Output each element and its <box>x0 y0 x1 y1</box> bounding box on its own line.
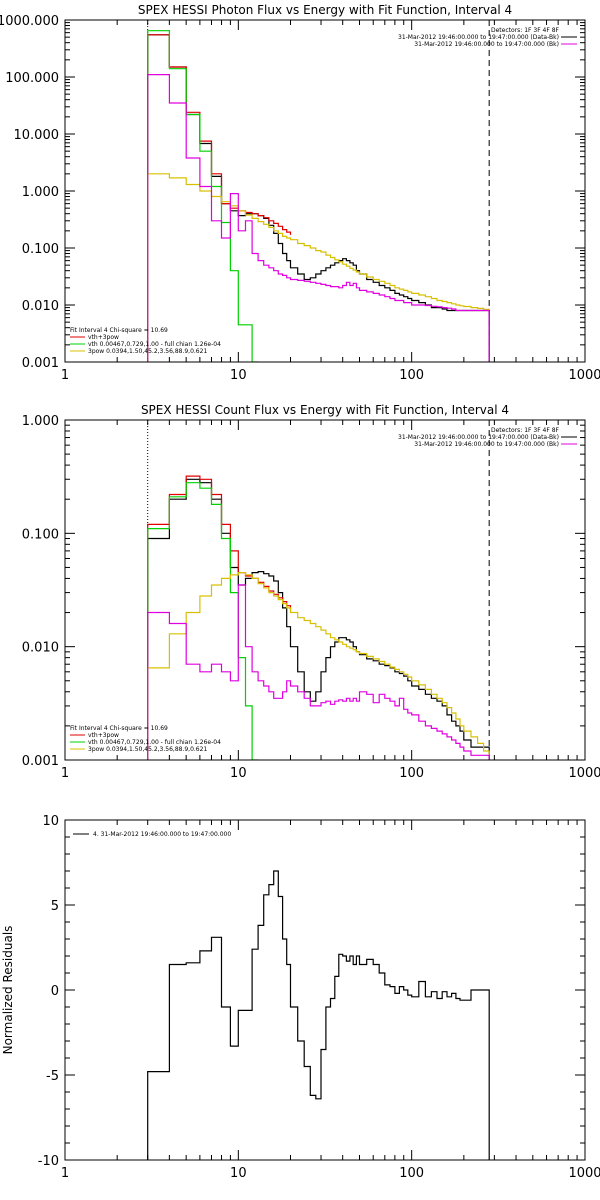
x-tick-label: 1000 <box>568 1166 600 1181</box>
series-line-3 <box>147 482 259 760</box>
legend-bottom-left-text: Fit Interval 4 Chi-square = 10.69 <box>70 725 168 732</box>
legend-bottom-left-text: 3pow 0.0394,1.50,45.2,3.56,88.9,0.621 <box>88 348 207 355</box>
panel-2: SPEX HESSI Count Flux vs Energy with Fit… <box>22 403 600 781</box>
x-tick-label: 10 <box>230 368 247 383</box>
legend-top-right-text: 31-Mar-2012 19:46:00.000 to 19:47:00.000… <box>414 441 559 448</box>
panel-3: Normalized Residuals 1 10 100 1000 -10 -5 0 5 10 4… <box>1 814 600 1181</box>
legend-bottom-left-text: 3pow 0.0394,1.50,45.2,3.56,88.9,0.621 <box>88 746 207 753</box>
x-tick-label: 1 <box>61 766 69 781</box>
x-tick-label: 10 <box>230 1166 247 1181</box>
y-tick-label: -5 <box>46 1069 59 1084</box>
legend-bottom-left-text: Fit Interval 4 Chi-square = 10.69 <box>70 327 168 334</box>
y-axis-label: Normalized Residuals <box>1 926 15 1055</box>
series-group <box>147 475 490 760</box>
series-line-3 <box>147 30 259 362</box>
series-line-5 <box>147 584 490 760</box>
legend-bottom-left-text: vth+3pow <box>88 732 119 739</box>
series-line-4 <box>147 572 490 760</box>
legend-top-right-text: Detectors: 1F 3F 4F 8F <box>491 27 560 34</box>
x-tick-label: 100 <box>399 1166 424 1181</box>
y-tick-label: 100.000 <box>5 71 59 86</box>
y-tick-label: 0.100 <box>22 527 59 542</box>
series-line-1 <box>147 870 490 1160</box>
y-tick-label: 1.000 <box>22 414 59 429</box>
y-tick-label: -10 <box>38 1154 59 1169</box>
plot-frame <box>64 19 586 363</box>
x-tick-label: 1 <box>61 1166 69 1181</box>
y-tick-label: 0 <box>51 984 59 999</box>
y-tick-label: 10 <box>42 814 59 829</box>
y-tick-label: 0.100 <box>22 242 59 257</box>
legend-top-left-text: 4. 31-Mar-2012 19:46:00.000 to 19:47:00.… <box>93 831 231 838</box>
series-line-2 <box>147 475 292 760</box>
series-group <box>147 870 490 1160</box>
legend-top-right-text: Detectors: 1F 3F 4F 8F <box>491 427 560 434</box>
chart-title: SPEX HESSI Photon Flux vs Energy with Fi… <box>138 3 512 17</box>
x-tick-label: 1000 <box>568 368 600 383</box>
x-tick-label: 100 <box>399 368 424 383</box>
legend-bottom-left-text: vth+3pow <box>88 334 119 341</box>
legend-top-right-text: 31-Mar-2012 19:46:00.000 to 19:47:00.000… <box>414 41 559 48</box>
x-tick-label: 100 <box>399 766 424 781</box>
y-tick-label: 5 <box>51 899 59 914</box>
y-tick-label: 0.001 <box>22 356 59 371</box>
x-tick-label: 10 <box>230 766 247 781</box>
series-line-1 <box>147 34 490 362</box>
y-tick-label: 0.010 <box>22 299 59 314</box>
panel-1: SPEX HESSI Photon Flux vs Energy with Fi… <box>0 3 600 383</box>
plot-frame <box>64 819 586 1161</box>
y-tick-label: 1000.000 <box>0 14 59 29</box>
series-line-5 <box>147 74 490 362</box>
legend-top-right-text: 31-Mar-2012 19:46:00.000 to 19:47:00.000… <box>398 34 559 41</box>
legend-bottom-left-text: vth 0.00467,0.729,1.00 - full chian 1.26… <box>88 739 221 746</box>
series-line-1 <box>147 478 490 760</box>
y-tick-label: 0.001 <box>22 754 59 769</box>
chart-title: SPEX HESSI Count Flux vs Energy with Fit… <box>141 403 509 417</box>
y-tick-label: 10.000 <box>14 128 60 143</box>
series-group <box>147 30 490 362</box>
x-tick-label: 1000 <box>568 766 600 781</box>
y-tick-label: 1.000 <box>22 185 59 200</box>
x-tick-label: 1 <box>61 368 69 383</box>
legend-bottom-left-text: vth 0.00467,0.729,1.00 - full chian 1.26… <box>88 341 221 348</box>
y-tick-label: 0.010 <box>22 641 59 656</box>
legend-top-right-text: 31-Mar-2012 19:46:00.000 to 19:47:00.000… <box>398 434 559 441</box>
plot-frame <box>64 419 586 761</box>
series-line-4 <box>147 173 490 362</box>
